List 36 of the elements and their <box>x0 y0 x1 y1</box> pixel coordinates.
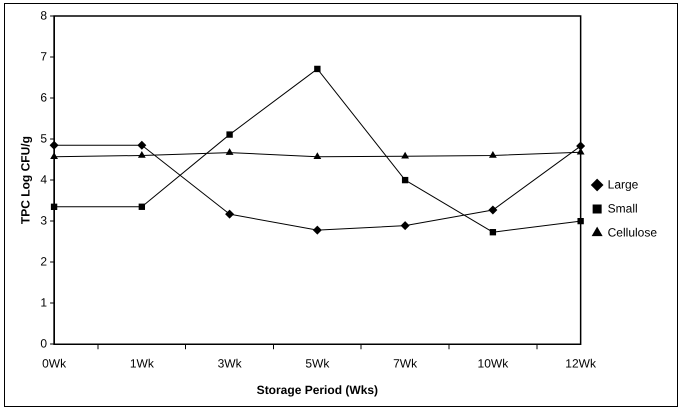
x-tick-label: 1Wk <box>130 356 155 371</box>
point <box>138 204 146 210</box>
legend-label: Large <box>608 177 639 192</box>
point <box>312 226 322 235</box>
y-tick-label: 8 <box>40 8 48 22</box>
legend-label: Small <box>608 201 638 216</box>
point <box>314 66 321 72</box>
point <box>225 210 234 219</box>
point <box>313 152 322 159</box>
y-tick-label: 5 <box>40 131 48 146</box>
y-tick-label: 2 <box>40 254 48 268</box>
point <box>490 229 496 236</box>
y-tick-label: 3 <box>40 213 48 228</box>
point <box>401 152 410 159</box>
y-tick-label: 7 <box>40 49 48 64</box>
y-tick-label: 1 <box>40 295 48 310</box>
y-tick-label: 4 <box>40 172 48 186</box>
x-tick-label: 12Wk <box>565 356 597 371</box>
x-tick-label: 0Wk <box>42 356 68 371</box>
point <box>226 131 233 138</box>
legend-label: Cellulose <box>608 225 658 240</box>
point <box>402 176 408 184</box>
x-tick-label: 3Wk <box>218 356 243 371</box>
point <box>488 206 498 215</box>
x-tick-label: 5Wk <box>305 356 330 371</box>
point <box>400 221 410 230</box>
point <box>137 140 146 150</box>
point <box>226 148 234 155</box>
x-tick-label: 10Wk <box>478 356 510 371</box>
point <box>138 150 146 158</box>
y-axis-title: TPC Log CFU/g <box>18 136 33 224</box>
point <box>488 150 497 158</box>
x-tick-label: 7Wk <box>393 356 418 371</box>
y-tick-label: 6 <box>40 90 48 104</box>
x-axis-title: Storage Period (Wks) <box>256 383 378 398</box>
y-tick-label: 0 <box>40 336 48 351</box>
